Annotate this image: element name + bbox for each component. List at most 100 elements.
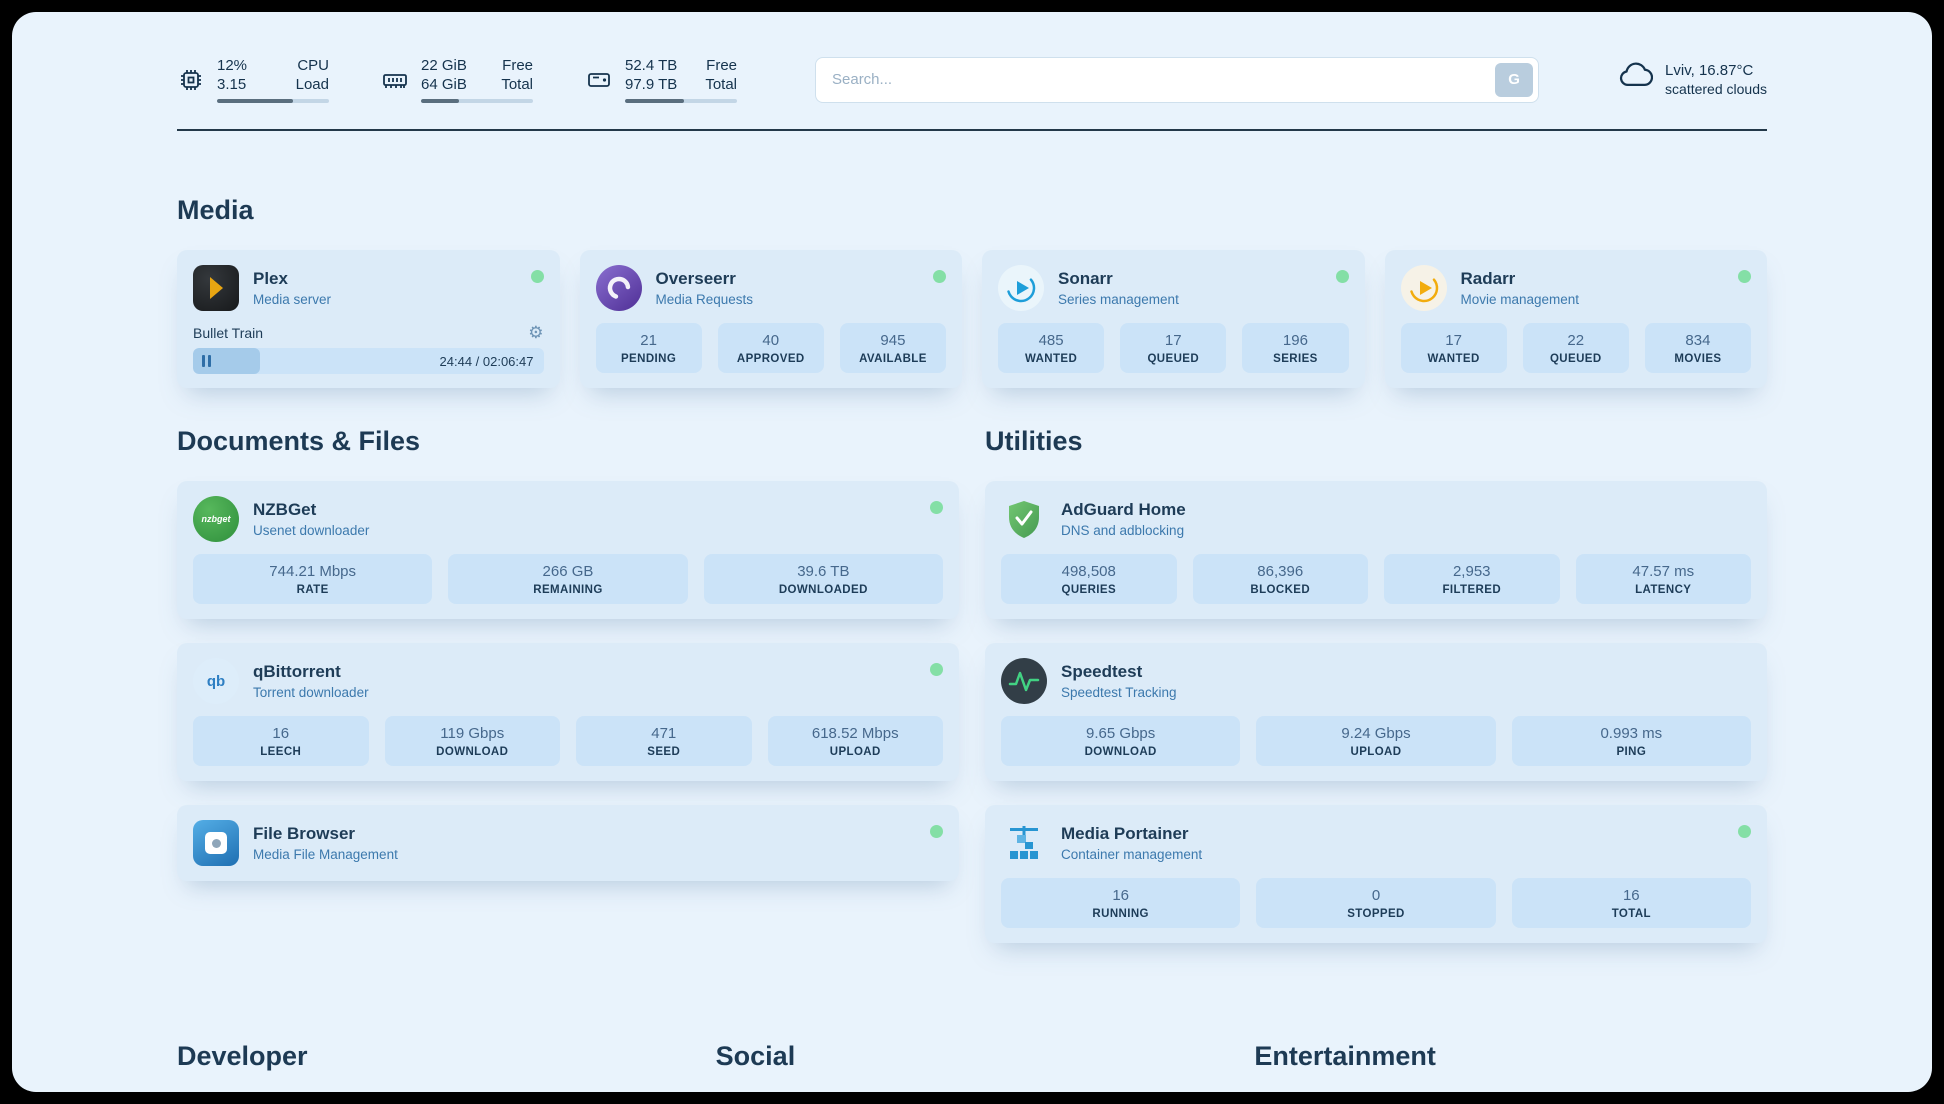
stat-value: 16 (1622, 887, 1640, 904)
stat-tile: 0.993 ms PING (1511, 716, 1751, 766)
stat-label: MOVIES (1674, 353, 1722, 365)
stat-label: DOWNLOAD (436, 746, 509, 758)
stat-tile: 2,953 FILTERED (1384, 554, 1560, 604)
service-name: qBittorrent (253, 662, 341, 681)
media-section: Media Plex Media server Bullet Train (177, 195, 1767, 388)
stat-value: 266 GB (542, 563, 594, 580)
status-dot (930, 825, 943, 838)
plex-icon (193, 265, 239, 311)
service-subtitle: Movie management (1460, 292, 1580, 307)
stat-tile: 744.21 Mbps RATE (193, 554, 433, 604)
service-card-qbittorrent[interactable]: qb qBittorrent Torrent downloader 16 LEE… (177, 643, 959, 781)
memory-label-top: Free (502, 57, 533, 74)
cpu-label-bottom: Load (295, 76, 329, 93)
weather-condition: scattered clouds (1665, 81, 1767, 97)
memory-progress-fill (421, 99, 460, 103)
service-card-filebrowser[interactable]: File Browser Media File Management (177, 805, 959, 881)
stat-tile: 0 STOPPED (1256, 878, 1496, 928)
stat-value: 21 (640, 332, 657, 349)
stat-label: SEED (647, 746, 681, 758)
service-card-speedtest[interactable]: Speedtest Speedtest Tracking 9.65 Gbps D… (985, 643, 1767, 781)
service-name: Overseerr (655, 269, 736, 288)
stat-value: 39.6 TB (797, 563, 850, 580)
stat-tile: 39.6 TB DOWNLOADED (703, 554, 943, 604)
search-input[interactable] (815, 56, 1540, 103)
cpu-progress-track (217, 99, 329, 103)
service-name: NZBGet (253, 500, 317, 519)
stat-tile: 196 SERIES (1242, 323, 1349, 373)
stat-value: 17 (1164, 332, 1182, 349)
stat-label: SERIES (1273, 353, 1318, 365)
stat-value: 17 (1445, 332, 1462, 349)
status-dot (1738, 270, 1751, 283)
service-name: Speedtest (1061, 662, 1143, 681)
stat-tile: 16 TOTAL (1511, 878, 1751, 928)
service-card-adguard[interactable]: AdGuard Home DNS and adblocking 498,508 … (985, 481, 1767, 619)
disk-widget: 52.4 TB Free 97.9 TB Total (585, 56, 737, 103)
stat-tile: 86,396 BLOCKED (1192, 554, 1368, 604)
media-section-title: Media (177, 195, 254, 225)
bookmark-group-social: Social LI LinkedIn linkedin.com TW Twitt… (716, 1041, 1229, 1092)
status-dot (530, 270, 544, 283)
documents-section-title: Documents & Files (177, 426, 421, 456)
nzbget-icon: nzbget (193, 496, 239, 542)
service-card-portainer[interactable]: Media Portainer Container management 16 … (985, 805, 1767, 943)
radarr-icon (1400, 265, 1447, 311)
social-section-title: Social (715, 1041, 796, 1071)
service-subtitle: Torrent downloader (253, 685, 369, 700)
disk-progress-track (625, 99, 737, 103)
stat-value: 618.52 Mbps (811, 725, 899, 742)
stat-tile: 40 APPROVED (717, 323, 824, 373)
stat-label: WANTED (1427, 353, 1480, 365)
cpu-widget: 12% CPU 3.15 Load (177, 56, 329, 103)
weather-location: Lviv, 16.87°C (1665, 62, 1754, 79)
stat-value: 40 (762, 332, 780, 349)
status-dot (933, 270, 946, 283)
service-card-overseerr[interactable]: Overseerr Media Requests 21 PENDING 40 A… (579, 250, 962, 388)
service-name: Plex (253, 269, 288, 288)
service-subtitle: Container management (1061, 847, 1203, 862)
cpu-icon (177, 66, 205, 94)
stat-tile: 471 SEED (576, 716, 752, 766)
filebrowser-icon (193, 820, 239, 866)
stat-label: APPROVED (736, 353, 805, 365)
status-dot (930, 663, 943, 676)
service-card-radarr[interactable]: Radarr Movie management 17 WANTED 22 QUE… (1384, 250, 1767, 388)
disk-label-top: Free (706, 57, 737, 74)
memory-free-value: 22 GiB (421, 57, 467, 74)
gear-icon[interactable]: ⚙ (528, 323, 544, 342)
stat-value: 16 (1112, 887, 1129, 904)
stat-label: REMAINING (533, 584, 603, 596)
service-name: Sonarr (1058, 269, 1113, 288)
stat-label: PING (1616, 746, 1647, 758)
stat-label: TOTAL (1611, 908, 1651, 920)
stat-tile: 47.57 ms LATENCY (1575, 554, 1751, 604)
stat-label: BLOCKED (1250, 584, 1311, 596)
service-card-sonarr[interactable]: Sonarr Series management 485 WANTED 17 Q… (982, 250, 1365, 388)
stat-label: QUEUED (1147, 353, 1200, 365)
service-card-plex[interactable]: Plex Media server Bullet Train ⚙ 24:44 (177, 250, 560, 388)
stat-value: 9.24 Gbps (1341, 725, 1411, 742)
stat-value: 119 Gbps (440, 725, 505, 742)
service-name: Radarr (1460, 269, 1516, 288)
disk-total-value: 97.9 TB (625, 76, 678, 93)
stat-tile: 9.24 Gbps UPLOAD (1256, 716, 1496, 766)
playback-progress-fill (193, 348, 260, 374)
stat-label: FILTERED (1442, 584, 1502, 596)
stat-value: 86,396 (1257, 563, 1304, 580)
stat-tile: 17 QUEUED (1120, 323, 1227, 373)
search-provider-button[interactable]: G (1495, 62, 1534, 97)
service-card-nzbget[interactable]: nzbget NZBGet Usenet downloader 744.21 M… (177, 481, 959, 619)
service-name: Media Portainer (1061, 824, 1189, 843)
cpu-label-top: CPU (297, 57, 329, 74)
memory-total-value: 64 GiB (421, 76, 467, 93)
service-subtitle: Speedtest Tracking (1061, 685, 1177, 700)
pause-icon (202, 355, 211, 367)
cloud-icon (1617, 59, 1654, 100)
now-playing-title: Bullet Train (193, 324, 264, 341)
status-dot (1738, 825, 1751, 838)
adguard-icon (1001, 496, 1047, 542)
overseerr-icon (595, 265, 642, 311)
stat-value: 498,508 (1061, 563, 1116, 580)
stat-value: 9.65 Gbps (1086, 725, 1156, 742)
